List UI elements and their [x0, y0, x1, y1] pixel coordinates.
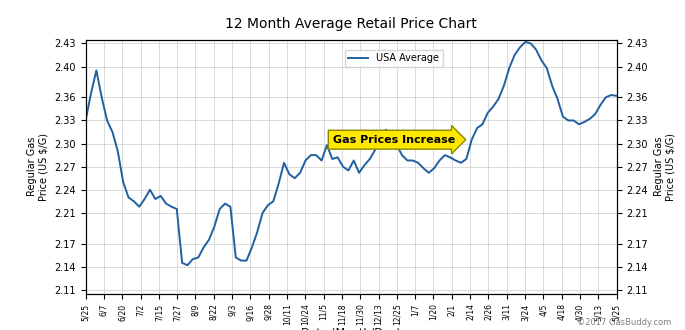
Text: Gas Prices Increase: Gas Prices Increase [333, 135, 486, 145]
Text: ©2017 GasBuddy.com: ©2017 GasBuddy.com [577, 318, 671, 327]
X-axis label: Date (Month/Day): Date (Month/Day) [301, 328, 401, 330]
Y-axis label: Regular Gas
Price (US $/G): Regular Gas Price (US $/G) [27, 133, 49, 201]
Legend: USA Average: USA Average [345, 50, 443, 67]
Y-axis label: Regular Gas
Price (US $/G): Regular Gas Price (US $/G) [653, 133, 675, 201]
Title: 12 Month Average Retail Price Chart: 12 Month Average Retail Price Chart [225, 17, 477, 31]
